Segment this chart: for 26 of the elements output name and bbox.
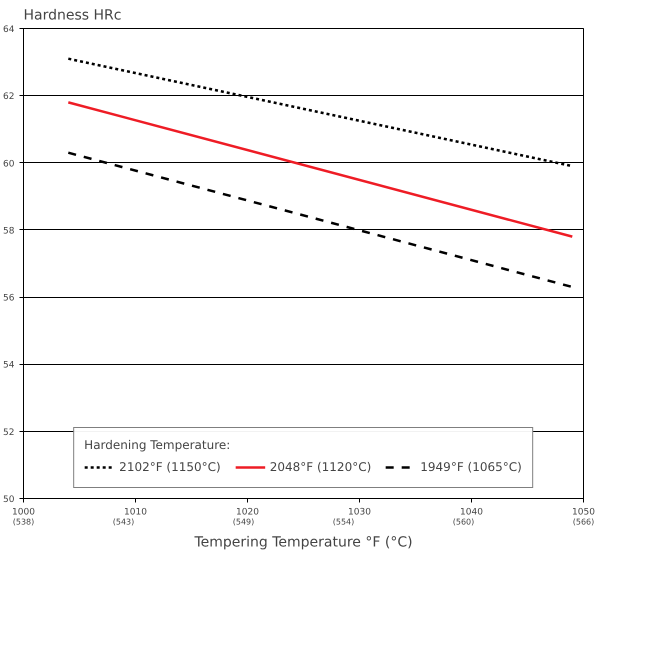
y-tick-label: 62 [3, 92, 14, 102]
legend-label: 2048°F (1120°C) [270, 460, 372, 474]
x2-tick-label: (549) [232, 518, 254, 526]
y-tick-label: 52 [3, 428, 14, 438]
x-tick-label: 1050 [572, 508, 596, 518]
y-tick-label: 58 [3, 226, 15, 236]
x-axis-title: Tempering Temperature °F (°C) [193, 534, 413, 550]
y-tick-label: 64 [3, 25, 15, 35]
legend-label: 1949°F (1065°C) [420, 460, 522, 474]
y-tick-label: 60 [3, 159, 15, 170]
y-axis-title: Hardness HRc [24, 8, 122, 24]
y-tick-label: 50 [3, 495, 15, 505]
x2-tick-label: (538) [12, 518, 34, 526]
x-tick-label: 1000 [12, 508, 36, 518]
legend-label: 2102°F (1150°C) [119, 460, 221, 474]
y-tick-label: 54 [3, 360, 15, 371]
x2-tick-label: (554) [332, 518, 354, 526]
x2-tick-label: (543) [112, 518, 134, 526]
y-tick-label: 56 [3, 294, 15, 304]
x-tick-label: 1040 [460, 508, 484, 518]
x2-tick-label: (566) [572, 518, 594, 526]
x-tick-label: 1010 [124, 508, 148, 518]
x-tick-label: 1030 [348, 508, 372, 518]
legend-title: Hardening Temperature: [84, 438, 232, 452]
x-tick-label: 1020 [236, 508, 260, 518]
x2-tick-label: (560) [452, 518, 474, 526]
